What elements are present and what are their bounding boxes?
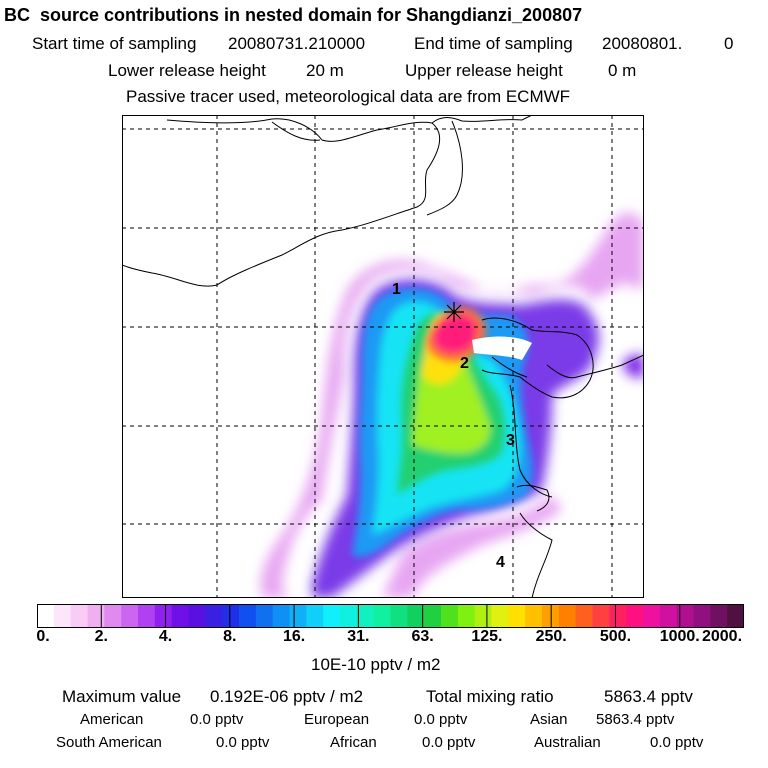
receptor-star-icon bbox=[444, 302, 464, 322]
colorbar-swatch bbox=[87, 604, 105, 628]
colorbar-swatch bbox=[525, 604, 543, 628]
colorbar-tick-label: 2. bbox=[94, 628, 108, 645]
colorbar-swatch bbox=[154, 604, 173, 628]
african-value: 0.0 pptv bbox=[422, 734, 476, 751]
region-label-3: 3 bbox=[506, 432, 515, 449]
tracer-note: Passive tracer used, meteorological data… bbox=[126, 87, 571, 106]
colorbar-swatch bbox=[609, 604, 627, 628]
colorbar-swatch bbox=[272, 604, 291, 628]
colorbar-tick-label: 1000. bbox=[659, 628, 700, 645]
south-american-label: South American bbox=[56, 734, 162, 751]
australian-label: Australian bbox=[534, 734, 601, 751]
colorbar-swatch bbox=[205, 604, 223, 628]
colorbar-swatch bbox=[239, 604, 257, 628]
plume-hotspot bbox=[427, 306, 487, 362]
american-value: 0.0 pptv bbox=[190, 711, 244, 728]
upper-height-value: 0 m bbox=[608, 61, 637, 80]
colorbar-tick-label: 250. bbox=[535, 628, 567, 645]
african-label: African bbox=[330, 734, 377, 751]
colorbar-swatch bbox=[676, 604, 695, 628]
colorbar-swatch bbox=[626, 604, 644, 628]
colorbar-tick-label: 4. bbox=[158, 628, 173, 645]
south-american-value: 0.0 pptv bbox=[216, 734, 270, 751]
colorbar-swatch bbox=[138, 604, 156, 628]
upper-height-label: Upper release height bbox=[405, 61, 563, 80]
colorbar-swatch bbox=[474, 604, 493, 628]
start-time-value: 20080731.210000 bbox=[228, 34, 366, 53]
map-frame bbox=[122, 115, 644, 598]
colorbar-swatch bbox=[188, 604, 206, 628]
colorbar-swatch bbox=[356, 604, 375, 628]
american-label: American bbox=[80, 711, 144, 728]
region-label-2: 2 bbox=[460, 355, 469, 372]
colorbar-swatch bbox=[222, 604, 240, 628]
colorbar-swatch bbox=[424, 604, 442, 628]
total-mixing-value: 5863.4 pptv bbox=[604, 687, 693, 706]
colorbar-swatch bbox=[441, 604, 459, 628]
end-time-value-2: 0 bbox=[724, 34, 734, 53]
max-value: 0.192E-06 pptv / m2 bbox=[210, 687, 364, 706]
region-label-4: 4 bbox=[496, 554, 505, 571]
colorbar-swatch bbox=[491, 604, 509, 628]
colorbar-tick-label: 63. bbox=[411, 628, 434, 645]
colorbar-tick-label: 31. bbox=[347, 628, 370, 645]
concentration-map: 1 2 3 4 bbox=[122, 115, 644, 598]
australian-value: 0.0 pptv bbox=[650, 734, 704, 751]
colorbar-tick-label: 8. bbox=[223, 628, 237, 645]
colorbar-swatch bbox=[407, 604, 425, 628]
total-mixing-label: Total mixing ratio bbox=[426, 687, 554, 706]
colorbar-tick-label: 500. bbox=[599, 628, 632, 645]
colorbar-swatch bbox=[121, 604, 139, 628]
coastlines bbox=[122, 115, 644, 598]
colorbar-frame bbox=[37, 604, 744, 628]
colorbar-swatch bbox=[306, 604, 324, 628]
colorbar-swatch bbox=[171, 604, 190, 628]
european-value: 0.0 pptv bbox=[414, 711, 468, 728]
lat-lon-grid bbox=[122, 115, 644, 598]
colorbar-swatch bbox=[255, 604, 274, 628]
colorbar-tick-label: 125. bbox=[471, 628, 503, 645]
colorbar-swatch bbox=[727, 604, 744, 628]
end-time-value: 20080801. bbox=[602, 34, 683, 53]
colorbar-swatch bbox=[558, 604, 577, 628]
colorbar-swatch bbox=[323, 604, 341, 628]
colorbar-swatch bbox=[70, 604, 89, 628]
region-label-1: 1 bbox=[392, 281, 401, 298]
asian-label: Asian bbox=[530, 711, 568, 728]
colorbar-swatch bbox=[390, 604, 408, 628]
colorbar-swatch bbox=[457, 604, 476, 628]
colorbar-tick-label: 2000. bbox=[701, 628, 743, 645]
lower-height-value: 20 m bbox=[306, 61, 344, 80]
colorbar-swatch bbox=[592, 604, 610, 628]
colorbar-unit-label: 10E-10 pptv / m2 bbox=[311, 655, 441, 674]
colorbar-swatch bbox=[289, 604, 307, 628]
colorbar-swatch bbox=[373, 604, 392, 628]
colorbar-swatch bbox=[710, 604, 728, 628]
max-value-label: Maximum value bbox=[62, 687, 182, 706]
start-time-label: Start time of sampling bbox=[32, 34, 197, 53]
colorbar-swatch bbox=[575, 604, 594, 628]
bay-cutout bbox=[472, 336, 532, 360]
plume-halo bbox=[260, 212, 644, 598]
colorbar-swatch bbox=[643, 604, 661, 628]
colorbar-swatch bbox=[508, 604, 526, 628]
lower-height-label: Lower release height bbox=[108, 61, 266, 80]
colorbar-tick-label: 0. bbox=[36, 628, 50, 645]
colorbar-swatch bbox=[104, 604, 122, 628]
colorbar bbox=[37, 604, 744, 628]
colorbar-swatch bbox=[37, 604, 55, 628]
colorbar-swatch bbox=[693, 604, 711, 628]
plot-title: BC source contributions in nested domain… bbox=[4, 5, 583, 25]
colorbar-tick-label: 16. bbox=[282, 628, 306, 645]
end-time-label: End time of sampling bbox=[414, 34, 573, 53]
asian-value: 5863.4 pptv bbox=[596, 711, 675, 728]
colorbar-swatch bbox=[340, 604, 358, 628]
european-label: European bbox=[304, 711, 370, 728]
map-svg: 1 2 3 4 bbox=[122, 115, 644, 598]
colorbar-swatch bbox=[659, 604, 678, 628]
colorbar-swatch bbox=[53, 604, 72, 628]
